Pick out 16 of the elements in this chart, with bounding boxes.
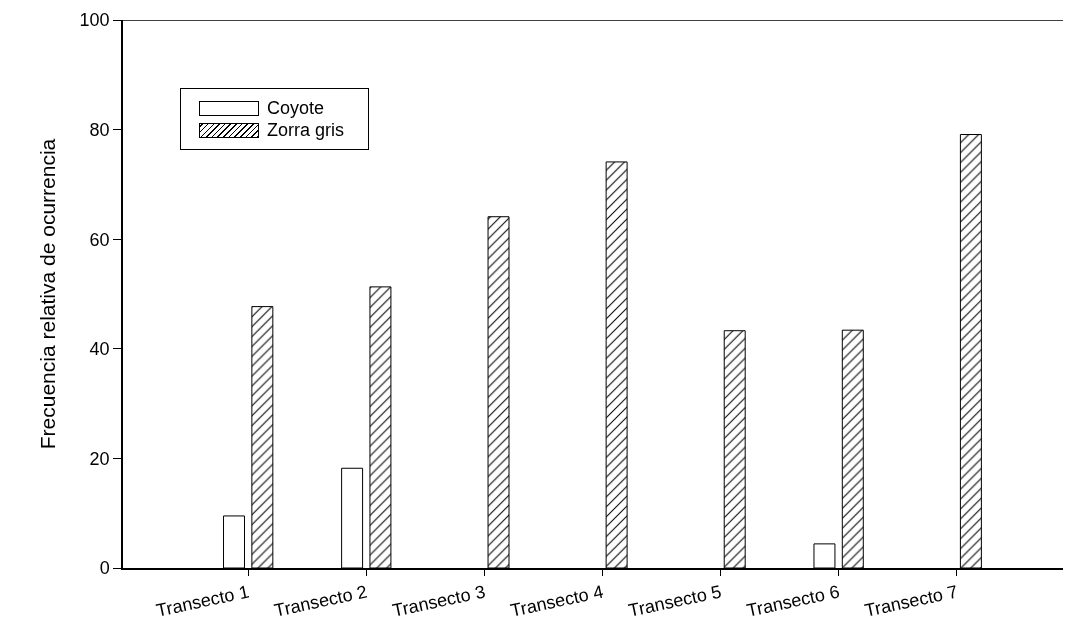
x-tick-label: Transecto 7 — [862, 581, 960, 621]
y-tick-label: 40 — [89, 339, 110, 360]
y-tick-label: 80 — [89, 119, 110, 140]
x-tick-label: Transecto 3 — [390, 581, 488, 621]
y-tick-label: 0 — [99, 558, 110, 579]
x-tick-label: Transecto 1 — [154, 581, 251, 621]
legend-label: Coyote — [267, 97, 325, 119]
y-tick-label: 20 — [89, 448, 110, 469]
y-axis-title: Frecuencia relativa de ocurrencia — [36, 138, 60, 450]
y-tick-label: 60 — [89, 229, 110, 250]
x-tick-label: Transecto 4 — [508, 581, 606, 621]
legend-label: Zorra gris — [267, 119, 345, 141]
x-tick-label: Transecto 5 — [626, 581, 724, 621]
x-tick-label: Transecto 6 — [744, 581, 842, 621]
y-tick-label: 100 — [79, 10, 110, 31]
x-tick-label: Transecto 2 — [272, 581, 369, 621]
